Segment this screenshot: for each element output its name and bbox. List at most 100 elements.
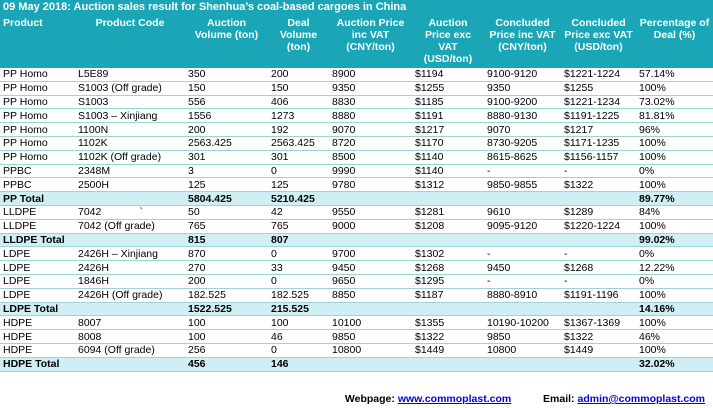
cell-auction-price-inc: 8500 <box>329 150 412 165</box>
cell-auction-price-inc-text: 9650 <box>332 275 356 288</box>
cell-auction-volume: 301 <box>185 150 268 165</box>
cell-concluded-price-exc-text: $1220-1224 <box>564 220 621 233</box>
cell-auction-price-inc-text: 8830 <box>332 95 356 108</box>
cell-auction-price-inc: 8720 <box>329 136 412 151</box>
cell-product-code-text: 2426H <box>78 261 109 274</box>
cell-concluded-price-inc-text: 9350 <box>487 82 511 95</box>
table-row: PP Homo L5E89 350 200 8900 $1194 9100-9120 $122… <box>0 68 713 82</box>
cell-product-code-text: 8007 <box>78 316 102 329</box>
col-header-percentage: Percentage of Deal (%) <box>636 15 713 68</box>
table-row: PPBC 2500H 125 125 9780 $1312 9850-9855 $1322 10… <box>0 177 713 193</box>
cell-auction-price-inc: 8900 <box>329 68 412 82</box>
cell-product-code: S1003 <box>75 95 185 110</box>
cell-concluded-price-inc: 8730-9205 <box>484 136 561 151</box>
cell-deal-volume-text: 0 <box>271 164 277 177</box>
cell-concluded-price-exc-text: $1289 <box>564 206 594 219</box>
cell-product-code-text: 2426H (Off grade) <box>78 289 163 302</box>
cell-auction-price-inc-text: 9000 <box>332 220 356 233</box>
cell-auction-volume: 125 <box>185 177 268 193</box>
cell-product-code: 2348M <box>75 164 185 179</box>
cell-auction-price-inc-text: 8720 <box>332 137 356 150</box>
cell-concluded-price-inc-text: 9095-9120 <box>487 220 538 233</box>
cell-concluded-price-exc: - <box>561 274 636 289</box>
email-link[interactable]: admin@commoplast.com <box>577 393 705 405</box>
cell-auction-price-inc-text: 8500 <box>332 151 356 164</box>
cell-product-text: HDPE <box>3 316 33 329</box>
cell-product-code-text: S1003 – Xinjiang <box>78 109 158 122</box>
header-row: Product Product Code Auction Volume (ton… <box>0 15 713 68</box>
cell-product-text: PP Homo <box>3 123 48 136</box>
cell-deal-volume-text: 100 <box>271 316 289 329</box>
cell-concluded-price-exc <box>561 357 636 372</box>
cell-product-code: 7042 (Off grade) <box>75 219 185 234</box>
cell-product-text: LDPE <box>3 289 31 302</box>
cell-deal-volume-text: 1273 <box>271 109 295 122</box>
cell-auction-volume: 1556 <box>185 108 268 124</box>
cell-concluded-price-inc: 9350 <box>484 81 561 96</box>
cell-percentage: 100% <box>636 315 713 331</box>
cell-auction-volume: 200 <box>185 274 268 289</box>
cell-percentage-text: 96% <box>639 123 661 136</box>
cell-auction-volume-text: 125 <box>188 178 206 191</box>
cell-concluded-price-inc-text: 10800 <box>487 344 517 357</box>
cell-auction-price-exc: $1140 <box>412 150 484 165</box>
cell-product-text: LDPE <box>3 247 31 260</box>
cell-deal-volume: 0 <box>268 246 329 262</box>
cell-percentage-text: 57.14% <box>639 68 675 81</box>
cell-deal-volume: 301 <box>268 150 329 165</box>
cell-auction-price-inc: 9350 <box>329 81 412 96</box>
cell-product-code: 2426H <box>75 260 185 275</box>
cell-deal-volume: 807 <box>268 233 329 248</box>
cell-auction-volume-text: 3 <box>188 164 194 177</box>
cell-deal-volume: 0 <box>268 164 329 179</box>
cell-concluded-price-exc: - <box>561 164 636 179</box>
cell-concluded-price-inc <box>484 191 561 206</box>
cell-auction-volume: 3 <box>185 164 268 179</box>
cell-percentage-text: 100% <box>639 344 666 357</box>
cell-product-code-text: 2348M <box>78 164 111 177</box>
cell-concluded-price-exc-text: $1171-1235 <box>564 137 620 150</box>
cell-auction-price-exc <box>412 191 484 206</box>
cell-product: LLDPE <box>0 205 75 220</box>
cell-concluded-price-exc-text: $1191-1225 <box>564 109 620 122</box>
cell-product-code-text: 2500H <box>78 178 109 191</box>
cell-percentage-text: 100% <box>639 178 666 191</box>
cell-auction-volume: 350 <box>185 68 268 82</box>
cell-percentage-text: 73.02% <box>639 95 675 108</box>
cell-auction-price-inc-text: 10800 <box>332 344 362 357</box>
webpage-label: Webpage: <box>344 393 395 405</box>
cell-concluded-price-exc: $1289 <box>561 205 636 220</box>
cell-concluded-price-exc: $1171-1235 <box>561 136 636 151</box>
cell-concluded-price-inc: 9850-9855 <box>484 177 561 193</box>
cell-product-code-text: 8008 <box>78 330 102 343</box>
cell-product-text: PP Homo <box>3 68 48 81</box>
cell-product: HDPE <box>0 329 75 344</box>
cell-auction-volume-text: 200 <box>188 275 206 288</box>
cell-auction-price-exc <box>412 233 484 248</box>
cell-percentage: 81.81% <box>636 108 713 124</box>
cell-auction-price-inc: 9450 <box>329 260 412 275</box>
table-row: PP Homo S1003 (Off grade) 150 150 9350 $1255 9… <box>0 81 713 96</box>
webpage-link[interactable]: www.commoplast.com <box>397 393 512 405</box>
cell-concluded-price-exc <box>561 233 636 248</box>
cell-percentage: 0% <box>636 246 713 262</box>
cell-auction-volume-text: 270 <box>188 261 206 274</box>
cell-product: PP Homo <box>0 136 75 151</box>
cell-auction-price-inc: 9700 <box>329 246 412 262</box>
cell-auction-volume-text: 301 <box>188 151 206 164</box>
cell-auction-price-inc-text: 10100 <box>332 316 362 329</box>
cell-product-code-text: 1100N <box>78 123 109 136</box>
cell-concluded-price-exc-text: $1322 <box>564 330 594 343</box>
cell-auction-volume-text: 1556 <box>188 109 212 122</box>
cell-auction-volume: 150 <box>185 81 268 96</box>
cell-concluded-price-inc <box>484 357 561 372</box>
cell-product-code <box>75 233 185 248</box>
cell-auction-volume: 765 <box>185 219 268 234</box>
cell-concluded-price-exc <box>561 302 636 317</box>
sheet-title: 09 May 2018: Auction sales result for Sh… <box>0 0 713 15</box>
cell-product-code: 1102K (Off grade) <box>75 150 185 165</box>
cell-concluded-price-inc: 8880-8910 <box>484 288 561 303</box>
cell-auction-price-exc-text: $1295 <box>415 275 445 288</box>
cell-product: PP Total <box>0 191 75 206</box>
cell-auction-price-exc-text: $1268 <box>415 261 445 274</box>
